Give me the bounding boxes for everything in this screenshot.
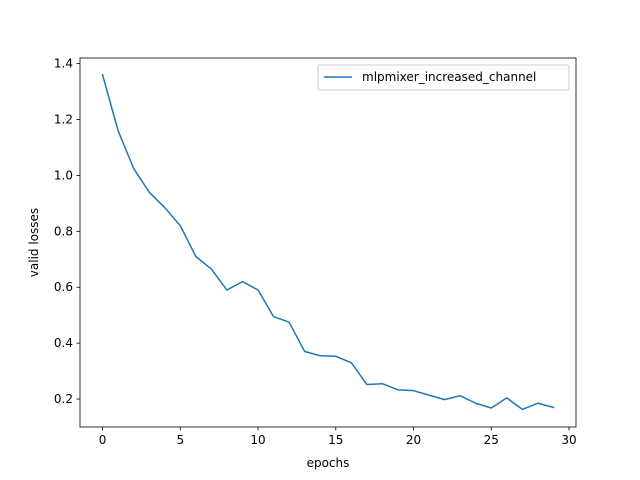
x-axis-label: epochs	[307, 456, 350, 470]
y-tick-label: 1.0	[54, 168, 73, 182]
x-tick-label: 10	[250, 433, 265, 447]
y-tick-label: 0.4	[54, 336, 73, 350]
y-tick-label: 0.8	[54, 224, 73, 238]
axes-frame	[79, 57, 577, 428]
x-tick-label: 15	[328, 433, 343, 447]
series-line-0	[101, 73, 555, 411]
y-tick-label: 1.2	[54, 113, 73, 127]
legend-label: mlpmixer_increased_channel	[362, 70, 536, 84]
x-tick-label: 5	[176, 433, 184, 447]
y-tick-label: 0.6	[54, 280, 73, 294]
legend: mlpmixer_increased_channel	[317, 64, 570, 91]
y-axis-label: valid losses	[27, 208, 41, 277]
legend-box	[317, 64, 570, 91]
x-tick-label: 0	[99, 433, 107, 447]
x-tick-label: 20	[406, 433, 421, 447]
y-tick-label: 1.4	[54, 57, 73, 71]
x-axis: 0 5 10 15 20 25 30	[99, 427, 577, 447]
y-tick-label: 0.2	[54, 392, 73, 406]
x-tick-label: 30	[561, 433, 576, 447]
x-tick-label: 25	[484, 433, 499, 447]
y-axis: 0.2 0.4 0.6 0.8 1.0 1.2 1.4	[54, 57, 80, 406]
plot-area	[101, 73, 555, 411]
